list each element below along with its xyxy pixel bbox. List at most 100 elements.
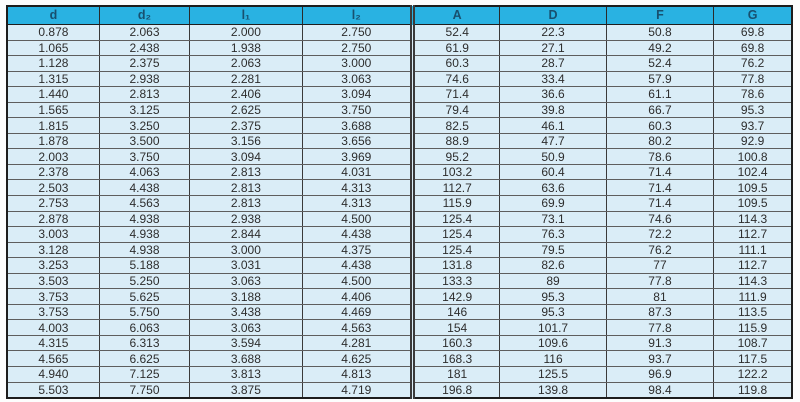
cell: 4.315 xyxy=(7,334,100,352)
cell: 69.8 xyxy=(713,39,792,57)
cell: 4.813 xyxy=(301,366,416,383)
table-row: 3.753 5.625 3.188 4.406 142.9 95.3 81 111.9 xyxy=(7,288,792,305)
cell: 49.2 xyxy=(605,39,715,57)
cell: 3.500 xyxy=(98,132,191,150)
cell: 2.063 xyxy=(98,24,191,41)
cell: 125.4 xyxy=(412,241,501,259)
cell: 2.878 xyxy=(7,210,100,228)
cell: 80.2 xyxy=(605,132,715,150)
cell: 3.438 xyxy=(189,303,303,321)
cell: 76.2 xyxy=(713,55,792,72)
cell: 4.438 xyxy=(301,257,416,274)
cell: 146 xyxy=(412,303,501,321)
table-body: 0.878 2.063 2.000 2.750 52.4 22.3 50.8 69.8 1.06… xyxy=(7,24,792,399)
cell: 112.7 xyxy=(713,226,792,243)
cell: 22.3 xyxy=(499,24,607,41)
cell: 113.5 xyxy=(713,303,792,321)
cell: 4.313 xyxy=(301,195,416,212)
cell: 116 xyxy=(499,350,607,368)
header-row: d d₂ l₁ l₂ A D F G xyxy=(7,6,792,25)
column-header-f-cap: F xyxy=(605,6,715,25)
cell: 4.938 xyxy=(98,241,191,259)
cell: 4.313 xyxy=(301,179,416,197)
table-row: 4.940 7.125 3.813 4.813 181 125.5 96.9 122.2 xyxy=(7,366,792,383)
table-row: 0.878 2.063 2.000 2.750 52.4 22.3 50.8 69.8 xyxy=(7,24,792,41)
cell: 91.3 xyxy=(605,334,715,352)
cell: 95.3 xyxy=(499,288,607,305)
cell: 3.063 xyxy=(189,319,303,336)
cell: 160.3 xyxy=(412,334,501,352)
cell: 125.4 xyxy=(412,210,501,228)
cell: 109.5 xyxy=(713,179,792,197)
cell: 4.500 xyxy=(301,272,416,290)
cell: 3.128 xyxy=(7,241,100,259)
cell: 3.253 xyxy=(7,257,100,274)
cell: 4.719 xyxy=(301,381,416,399)
table-row: 1.878 3.500 3.156 3.656 88.9 47.7 80.2 92.9 xyxy=(7,132,792,150)
cell: 2.406 xyxy=(189,86,303,103)
cell: 114.3 xyxy=(713,210,792,228)
cell: 61.1 xyxy=(605,86,715,103)
cell: 92.9 xyxy=(713,132,792,150)
cell: 71.4 xyxy=(605,195,715,212)
table-row: 2.378 4.063 2.813 4.031 103.2 60.4 71.4 102.4 xyxy=(7,163,792,181)
cell: 3.875 xyxy=(189,381,303,399)
cell: 154 xyxy=(412,319,501,336)
table-row: 3.253 5.188 3.031 4.438 131.8 82.6 77 112.7 xyxy=(7,257,792,274)
table-row: 3.753 5.750 3.438 4.469 146 95.3 87.3 113.5 xyxy=(7,303,792,321)
cell: 3.594 xyxy=(189,334,303,352)
cell: 93.7 xyxy=(605,350,715,368)
cell: 4.500 xyxy=(301,210,416,228)
cell: 115.9 xyxy=(412,195,501,212)
cell: 57.9 xyxy=(605,70,715,88)
cell: 2.375 xyxy=(98,55,191,72)
cell: 98.4 xyxy=(605,381,715,399)
cell: 3.753 xyxy=(7,288,100,305)
cell: 95.2 xyxy=(412,148,501,165)
cell: 87.3 xyxy=(605,303,715,321)
table-row: 2.503 4.438 2.813 4.313 112.7 63.6 71.4 109.5 xyxy=(7,179,792,197)
cell: 1.565 xyxy=(7,101,100,119)
table-row: 1.440 2.813 2.406 3.094 71.4 36.6 61.1 78.6 xyxy=(7,86,792,103)
cell: 2.813 xyxy=(189,163,303,181)
cell: 1.938 xyxy=(189,39,303,57)
cell: 4.031 xyxy=(301,163,416,181)
column-header-d: d xyxy=(7,6,100,25)
cell: 63.6 xyxy=(499,179,607,197)
cell: 74.6 xyxy=(605,210,715,228)
cell: 3.000 xyxy=(301,55,416,72)
table-row: 2.878 4.938 2.938 4.500 125.4 73.1 74.6 114.3 xyxy=(7,210,792,228)
cell: 4.563 xyxy=(98,195,191,212)
cell: 5.250 xyxy=(98,272,191,290)
cell: 4.438 xyxy=(98,179,191,197)
cell: 2.003 xyxy=(7,148,100,165)
cell: 3.156 xyxy=(189,132,303,150)
cell: 117.5 xyxy=(713,350,792,368)
cell: 112.7 xyxy=(713,257,792,274)
cell: 3.688 xyxy=(301,117,416,134)
cell: 3.000 xyxy=(189,241,303,259)
cell: 39.8 xyxy=(499,101,607,119)
cell: 2.750 xyxy=(301,24,416,41)
cell: 1.065 xyxy=(7,39,100,57)
column-header-a-cap: A xyxy=(412,6,501,25)
cell: 2.938 xyxy=(98,70,191,88)
cell: 3.813 xyxy=(189,366,303,383)
cell: 4.063 xyxy=(98,163,191,181)
column-header-d2: d₂ xyxy=(98,6,191,25)
cell: 4.469 xyxy=(301,303,416,321)
cell: 1.440 xyxy=(7,86,100,103)
cell: 114.3 xyxy=(713,272,792,290)
cell: 108.7 xyxy=(713,334,792,352)
table-row: 3.003 4.938 2.844 4.438 125.4 76.3 72.2 112.7 xyxy=(7,226,792,243)
cell: 111.9 xyxy=(713,288,792,305)
column-header-g-cap: G xyxy=(713,6,792,25)
cell: 60.3 xyxy=(605,117,715,134)
table-row: 1.565 3.125 2.625 3.750 79.4 39.8 66.7 95.3 xyxy=(7,101,792,119)
cell: 4.406 xyxy=(301,288,416,305)
cell: 3.003 xyxy=(7,226,100,243)
cell: 2.281 xyxy=(189,70,303,88)
cell: 2.378 xyxy=(7,163,100,181)
cell: 3.094 xyxy=(301,86,416,103)
